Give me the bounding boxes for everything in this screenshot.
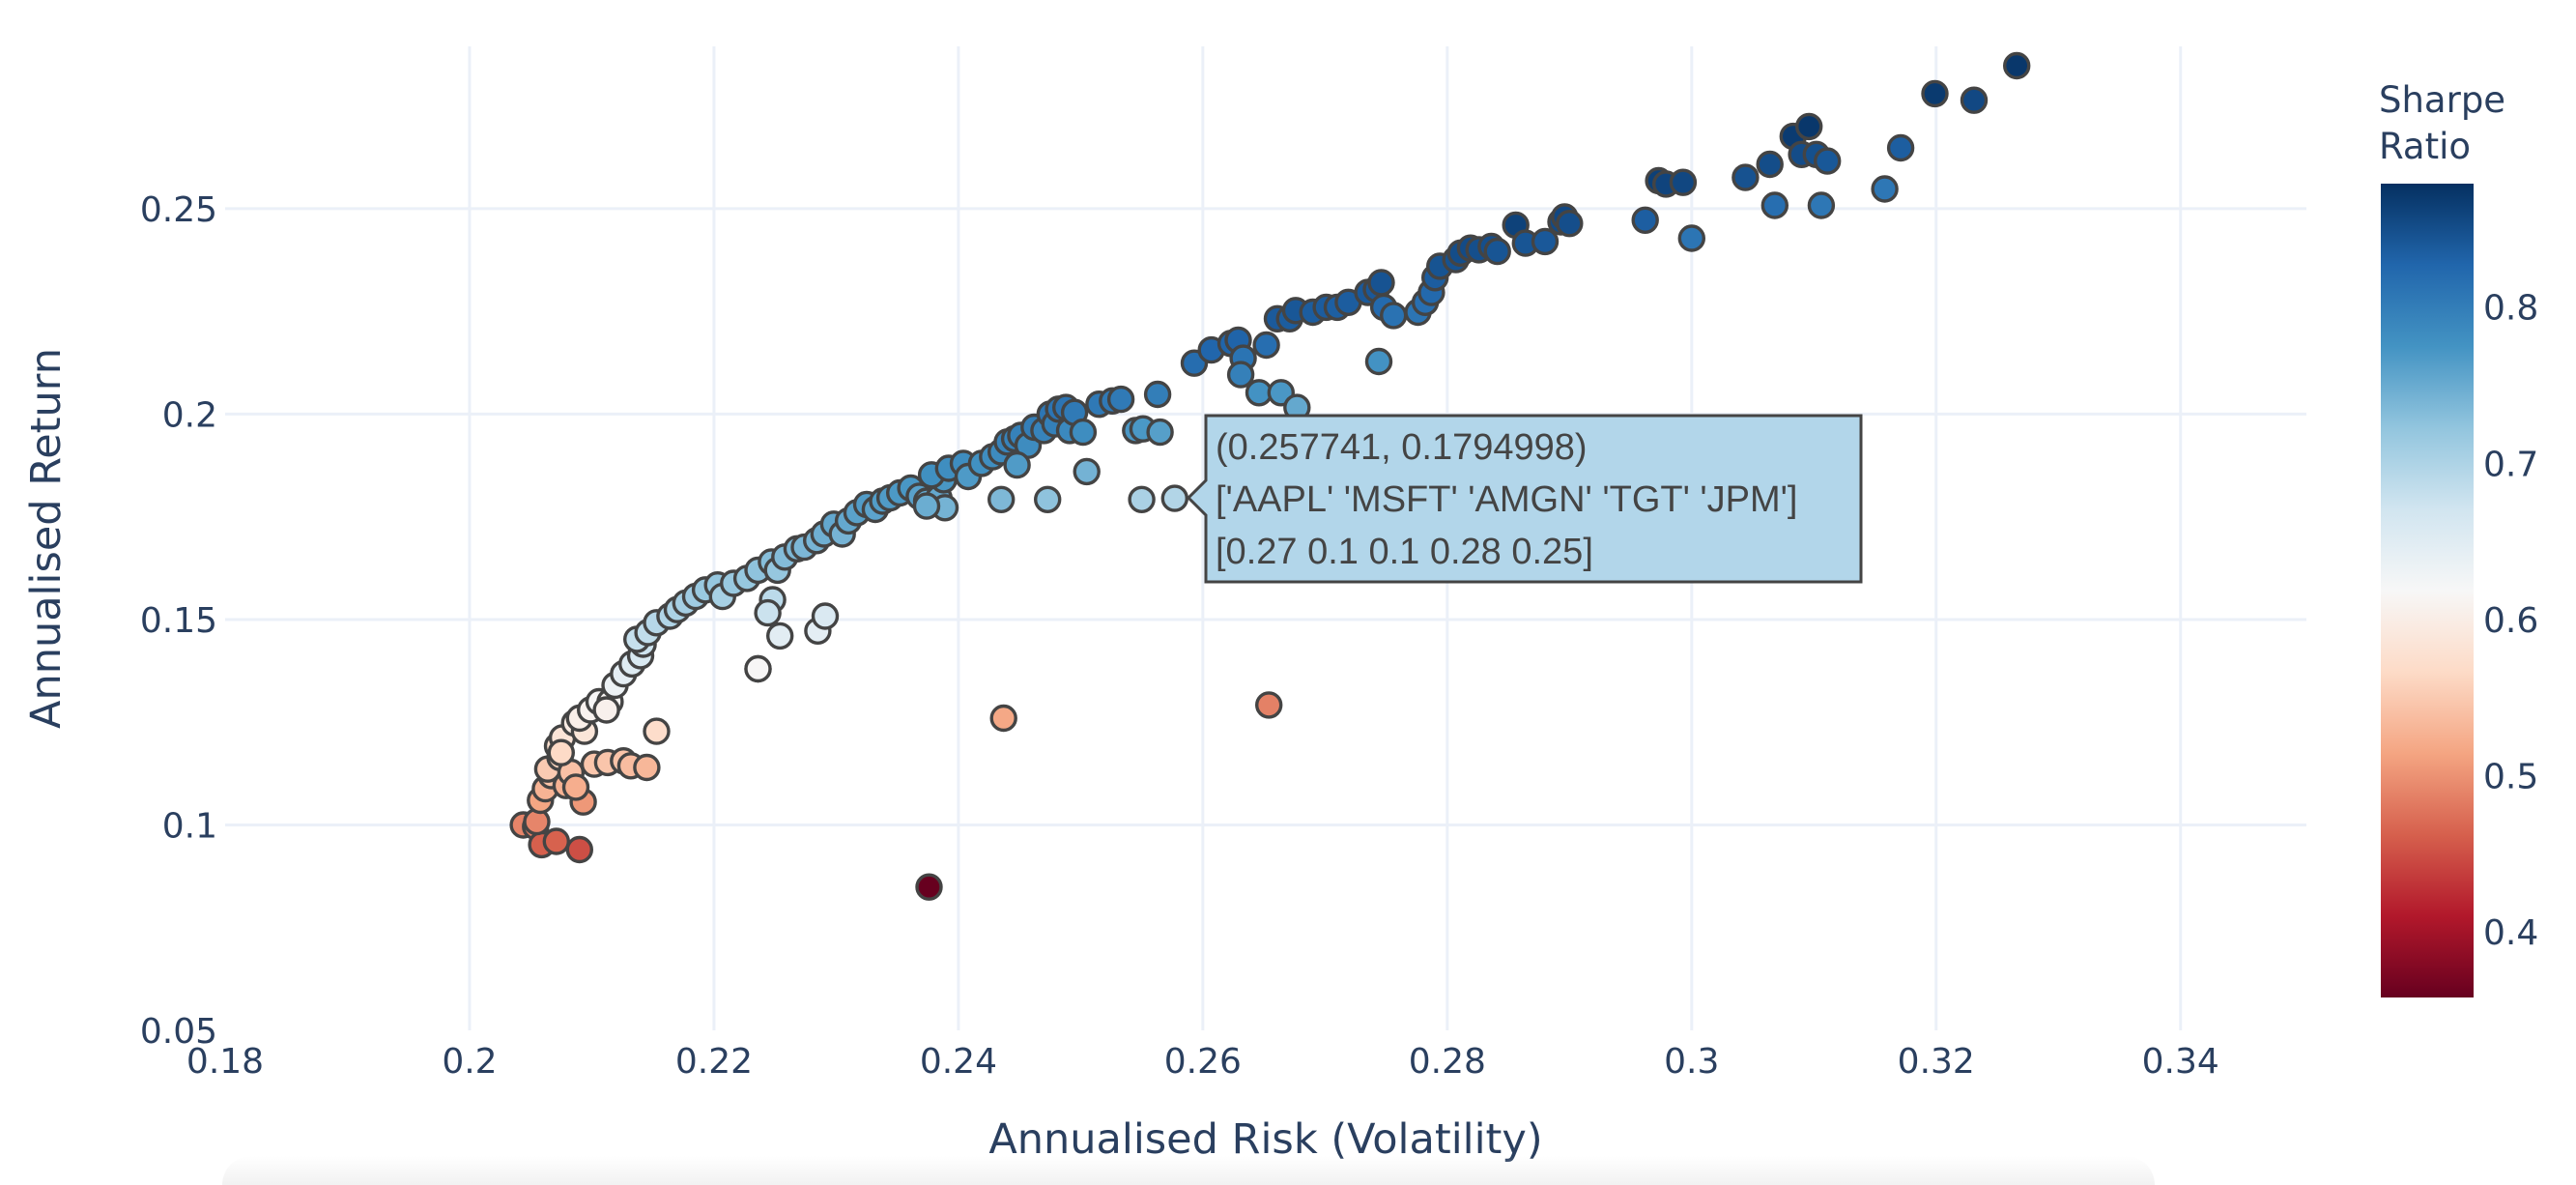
hover-tooltip: (0.257741, 0.1794998) ['AAPL' 'MSFT' 'AM… <box>1186 414 1863 584</box>
x-tick-label: 0.24 <box>920 1042 997 1082</box>
scatter-point[interactable] <box>1631 206 1659 235</box>
scatter-point[interactable] <box>1756 150 1784 179</box>
hover-tooltip-box <box>1186 414 1863 584</box>
scatter-point[interactable] <box>1886 133 1915 162</box>
scatter-point[interactable] <box>1069 418 1098 447</box>
colorbar-tick-label: 0.8 <box>2483 289 2538 329</box>
scatter-point[interactable] <box>1033 485 1062 513</box>
x-tick-label: 0.3 <box>1664 1042 1719 1082</box>
scatter-points[interactable] <box>509 51 2031 901</box>
x-tick-label: 0.26 <box>1164 1042 1242 1082</box>
scatter-point[interactable] <box>1921 79 1949 108</box>
y-tick-label: 0.25 <box>140 190 217 230</box>
scatter-point[interactable] <box>561 773 590 801</box>
y-tick-label: 0.2 <box>162 395 217 435</box>
scatter-point[interactable] <box>754 598 782 627</box>
colorbar-gradient <box>2381 184 2474 997</box>
colorbar-tick-label: 0.5 <box>2483 758 2538 797</box>
colorbar-tick-label: 0.7 <box>2483 445 2538 484</box>
scatter-point[interactable] <box>912 492 941 520</box>
scatter-point[interactable] <box>1732 163 1760 191</box>
scatter-point[interactable] <box>1143 380 1172 409</box>
x-tick-label: 0.34 <box>2142 1042 2219 1082</box>
scatter-point[interactable] <box>1364 347 1393 376</box>
scatter-point[interactable] <box>1379 302 1408 330</box>
scatter-point[interactable] <box>542 827 570 855</box>
scatter-point[interactable] <box>1128 485 1156 513</box>
scatter-point[interactable] <box>633 753 661 782</box>
scatter-point[interactable] <box>1669 168 1698 196</box>
x-tick-label: 0.2 <box>442 1042 497 1082</box>
colorbar-ticks: 0.4 0.5 0.6 0.7 0.8 <box>2483 289 2538 953</box>
y-axis-ticks: 0.05 0.1 0.15 0.2 0.25 <box>140 190 217 1052</box>
colorbar-title-line-2: Ratio <box>2379 126 2471 167</box>
scatter-point[interactable] <box>987 485 1016 513</box>
scatter-point[interactable] <box>1254 691 1283 719</box>
scatter-point[interactable] <box>547 738 575 766</box>
y-tick-label: 0.1 <box>162 806 217 846</box>
scatter-point[interactable] <box>1794 112 1823 141</box>
y-axis-title: Annualised Return <box>22 348 71 729</box>
hover-tickers: ['AAPL' 'MSFT' 'AMGN' 'TGT' 'JPM'] <box>1216 479 1797 520</box>
scatter-point[interactable] <box>1160 484 1189 512</box>
colorbar-tick-label: 0.6 <box>2483 601 2538 641</box>
scatter-point[interactable] <box>1760 191 1789 219</box>
scatter-point[interactable] <box>1226 361 1255 389</box>
scatter-point[interactable] <box>915 873 943 901</box>
scatter-point[interactable] <box>1367 269 1395 297</box>
x-tick-label: 0.28 <box>1409 1042 1486 1082</box>
scatter-point[interactable] <box>1483 237 1511 266</box>
hover-coords: (0.257741, 0.1794998) <box>1216 427 1588 468</box>
scatter-point[interactable] <box>811 602 840 630</box>
y-tick-label: 0.05 <box>140 1012 217 1052</box>
x-tick-label: 0.18 <box>186 1042 264 1082</box>
scatter-point[interactable] <box>744 654 772 683</box>
scatter-point[interactable] <box>1003 450 1031 479</box>
scatter-point[interactable] <box>643 717 671 745</box>
scatter-point[interactable] <box>565 835 593 864</box>
scatter-point[interactable] <box>592 696 620 724</box>
scatter-point[interactable] <box>1531 227 1560 256</box>
scatter-point[interactable] <box>1960 86 1989 114</box>
scatter-point[interactable] <box>766 621 794 650</box>
colorbar: Sharpe Ratio 0.4 0.5 0.6 0.7 0.8 <box>2379 79 2538 997</box>
scatter-point[interactable] <box>1106 385 1135 414</box>
x-axis-ticks: 0.18 0.2 0.22 0.24 0.26 0.28 0.3 0.32 0.34 <box>186 1042 2219 1082</box>
scatter-point[interactable] <box>1871 175 1899 203</box>
y-tick-label: 0.15 <box>140 601 217 641</box>
scatter-point[interactable] <box>1556 209 1584 238</box>
scatter-point[interactable] <box>1807 191 1836 219</box>
colorbar-tick-label: 0.4 <box>2483 913 2538 953</box>
colorbar-title-line-1: Sharpe <box>2379 79 2505 121</box>
scatter-point[interactable] <box>1146 418 1174 447</box>
scatter-point[interactable] <box>1073 457 1101 486</box>
x-tick-label: 0.32 <box>1898 1042 1975 1082</box>
bottom-shadow <box>222 1156 2155 1185</box>
scatter-point[interactable] <box>1252 331 1280 360</box>
x-axis-title: Annualised Risk (Volatility) <box>988 1115 1542 1164</box>
scatter-point[interactable] <box>2002 51 2031 80</box>
scatter-point[interactable] <box>989 704 1017 733</box>
hover-weights: [0.27 0.1 0.1 0.28 0.25] <box>1216 532 1593 572</box>
scatter-point[interactable] <box>1677 224 1706 252</box>
scatter-point[interactable] <box>1813 147 1842 175</box>
x-tick-label: 0.22 <box>675 1042 753 1082</box>
